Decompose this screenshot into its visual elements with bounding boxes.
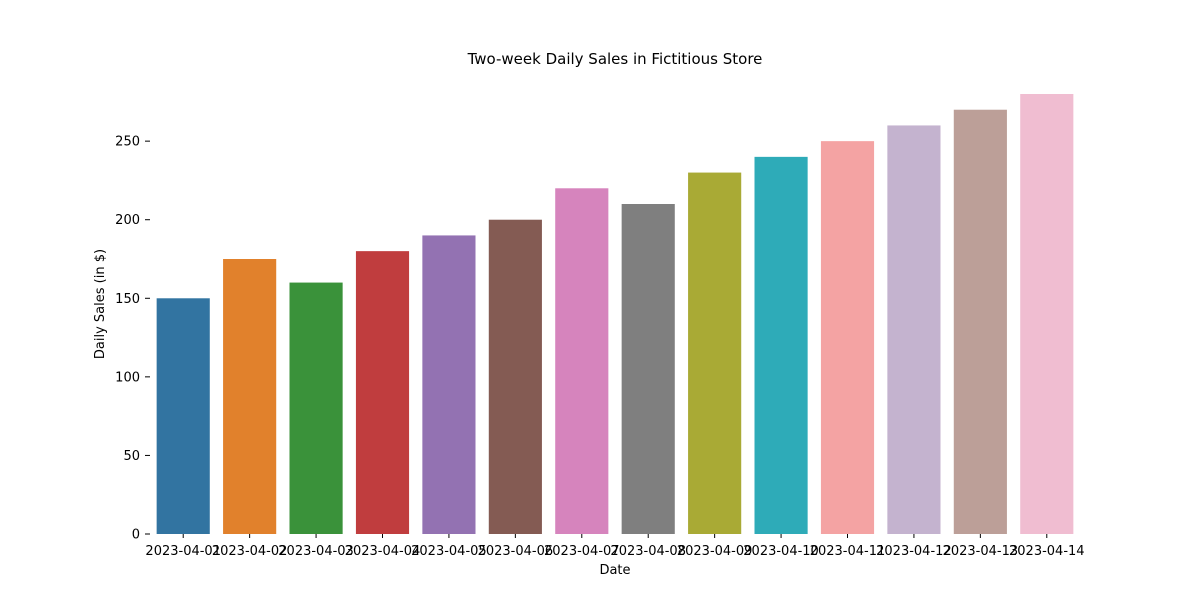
bar-2023-04-05: [422, 235, 476, 534]
bar-2023-04-03: [289, 282, 343, 534]
bar-2023-04-13: [953, 109, 1007, 534]
bar-2023-04-14: [1020, 94, 1074, 534]
x-tick-label: 2023-04-14: [1009, 544, 1085, 559]
y-axis-ticks: 0 50 100 150 200 250: [115, 135, 150, 543]
x-tick-label: 2023-04-10: [743, 544, 819, 559]
y-tick-label: 250: [115, 135, 140, 150]
y-tick-label: 50: [123, 449, 140, 464]
y-tick-label: 200: [115, 213, 140, 228]
x-tick-label: 2023-04-11: [810, 544, 886, 559]
x-tick-label: 2023-04-01: [145, 544, 221, 559]
bar-2023-04-12: [887, 125, 941, 534]
x-tick-label: 2023-04-06: [478, 544, 554, 559]
x-axis-ticks: 2023-04-012023-04-022023-04-032023-04-04…: [145, 534, 1085, 559]
x-tick-label: 2023-04-08: [610, 544, 686, 559]
bar-2023-04-07: [555, 188, 609, 535]
bar-2023-04-01: [156, 298, 210, 534]
bar-2023-04-08: [621, 204, 675, 534]
y-tick-label: 100: [115, 370, 140, 385]
bar-2023-04-04: [355, 251, 410, 534]
bar-2023-04-11: [820, 141, 875, 534]
x-tick-label: 2023-04-07: [544, 544, 620, 559]
x-tick-label: 2023-04-03: [278, 544, 354, 559]
y-tick-label: 150: [115, 292, 140, 307]
bar-2023-04-09: [688, 172, 742, 535]
x-tick-label: 2023-04-13: [943, 544, 1019, 559]
chart-title: Two-week Daily Sales in Fictitious Store: [467, 50, 763, 68]
y-axis-label: Daily Sales (in $): [93, 249, 108, 359]
x-tick-label: 2023-04-05: [411, 544, 487, 559]
y-tick-label: 0: [132, 528, 140, 543]
bar-2023-04-06: [488, 219, 542, 534]
x-tick-label: 2023-04-02: [212, 544, 288, 559]
bars-group: [156, 94, 1074, 535]
x-tick-label: 2023-04-04: [345, 544, 421, 559]
x-tick-label: 2023-04-09: [677, 544, 753, 559]
x-axis-label: Date: [599, 563, 630, 578]
x-tick-label: 2023-04-12: [876, 544, 952, 559]
bar-2023-04-10: [754, 156, 808, 534]
bar-2023-04-02: [223, 259, 277, 534]
